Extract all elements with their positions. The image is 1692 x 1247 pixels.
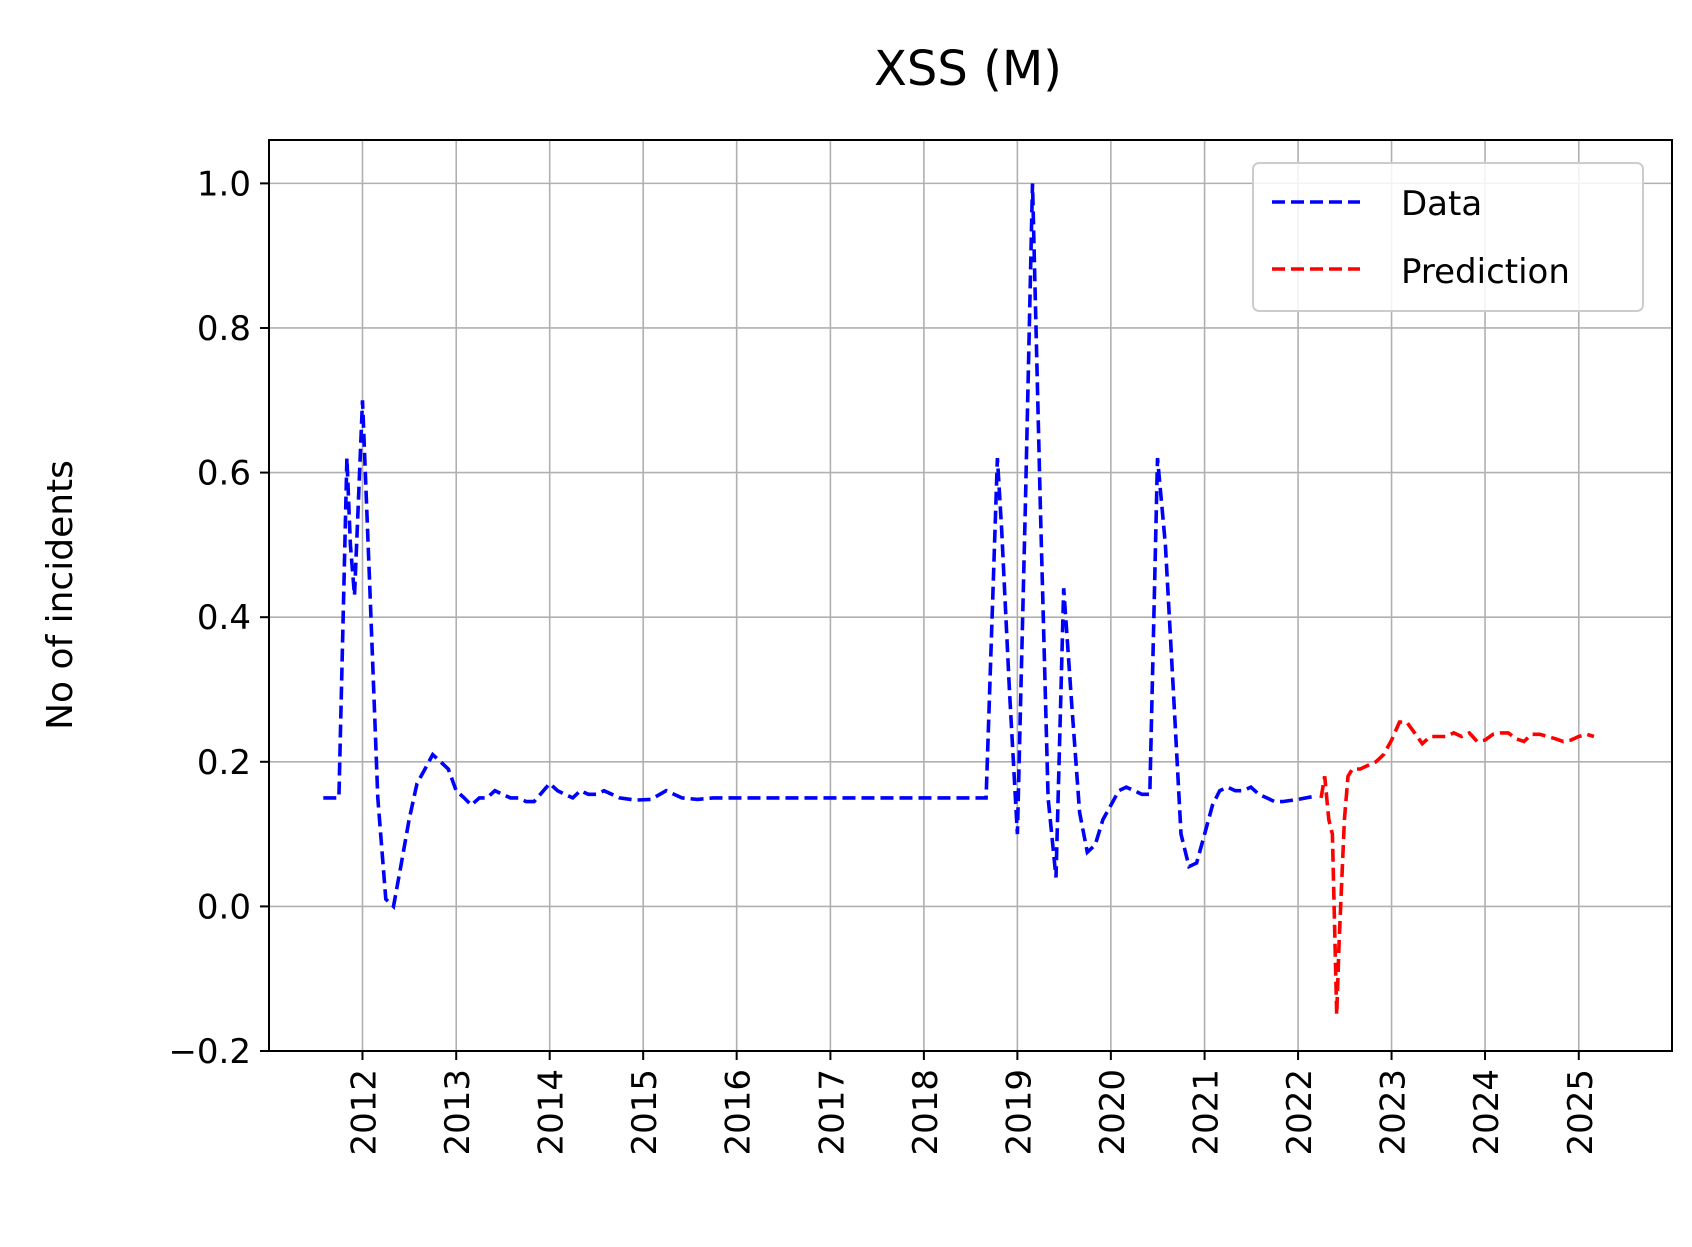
x-tick-label: 2019	[999, 1069, 1039, 1156]
x-tick-label: 2021	[1187, 1069, 1227, 1156]
x-tick-label: 2016	[719, 1069, 759, 1156]
x-tick-label: 2014	[532, 1069, 572, 1156]
x-axis-ticks: 2012 2013 2014 2015 2016 2017 2018 2019 2020 2021…	[344, 1051, 1601, 1156]
x-tick-label: 2022	[1280, 1069, 1320, 1156]
series-line-data	[323, 183, 1314, 910]
y-tick-label: 0.4	[197, 598, 251, 638]
x-tick-label: 2015	[625, 1069, 665, 1156]
y-tick-label: −0.2	[168, 1032, 251, 1072]
chart-title: XSS (M)	[874, 41, 1062, 97]
x-tick-label: 2017	[812, 1069, 852, 1156]
x-tick-label: 2025	[1561, 1069, 1601, 1156]
y-axis-label: No of incidents	[40, 460, 81, 730]
x-tick-label: 2013	[438, 1069, 478, 1156]
legend: Data Prediction	[1252, 162, 1644, 312]
x-tick-label: 2024	[1467, 1069, 1507, 1156]
y-tick-label: 0.6	[197, 454, 251, 494]
series-line-prediction	[1319, 720, 1595, 1015]
series-layer	[323, 183, 1595, 1015]
legend-box	[1252, 162, 1644, 312]
y-tick-label: 0.2	[197, 743, 251, 783]
y-tick-label: 0.0	[197, 887, 251, 927]
plot-area-frame	[268, 139, 1673, 1052]
x-tick-label: 2023	[1374, 1069, 1414, 1156]
x-tick-label: 2018	[906, 1069, 946, 1156]
x-tick-label: 2012	[344, 1069, 384, 1156]
y-tick-label: 0.8	[197, 309, 251, 349]
legend-label-prediction: Prediction	[1401, 252, 1570, 292]
legend-label-data: Data	[1401, 184, 1482, 224]
y-tick-label: 1.0	[197, 164, 251, 204]
y-axis-ticks: −0.2 0.0 0.2 0.4 0.6 0.8 1.0	[168, 164, 269, 1072]
x-tick-label: 2020	[1093, 1069, 1133, 1156]
